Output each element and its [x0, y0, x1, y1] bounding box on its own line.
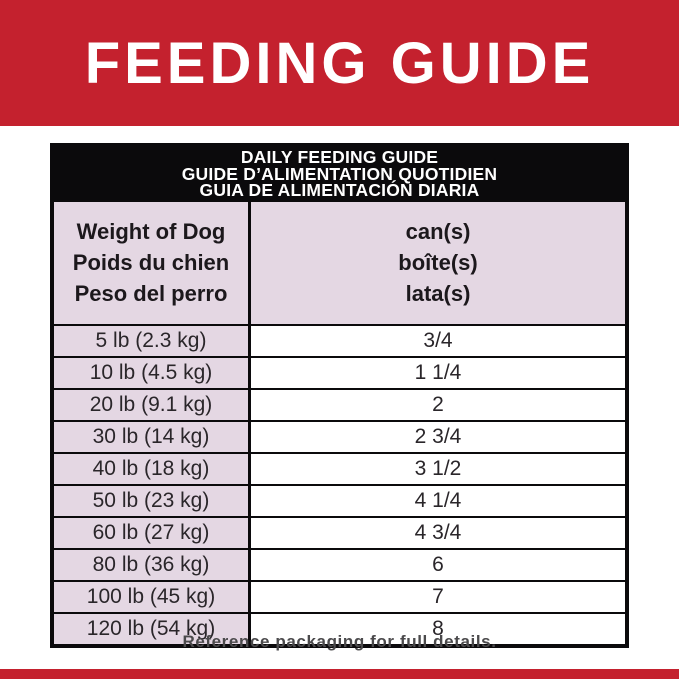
weight-header-en: Weight of Dog [76, 219, 226, 244]
table-row: 120 lb (54 kg) 8 [54, 611, 625, 644]
weight-cell: 5 lb (2.3 kg) [54, 325, 251, 356]
weight-cell: 10 lb (4.5 kg) [54, 357, 251, 388]
cans-cell: 3 1/2 [251, 453, 625, 484]
footer-note: Reference packaging for full details. [182, 632, 497, 651]
cans-cell: 4 1/4 [251, 485, 625, 516]
weight-cell: 80 lb (36 kg) [54, 549, 251, 580]
table-row: 50 lb (23 kg) 4 1/4 [54, 483, 625, 516]
table-row: 5 lb (2.3 kg) 3/4 [54, 323, 625, 356]
weight-cell: 30 lb (14 kg) [54, 421, 251, 452]
feeding-guide-banner: FEEDING GUIDE [0, 0, 679, 126]
cans-cell: 8 [251, 613, 625, 644]
cans-cell: 4 3/4 [251, 517, 625, 548]
cans-cell: 2 [251, 389, 625, 420]
weight-column-header: Weight of Dog Poids du chien Peso del pe… [54, 201, 251, 324]
table-row: 20 lb (9.1 kg) 2 [54, 387, 625, 420]
table-title-bar: DAILY FEEDING GUIDE GUIDE D’ALIMENTATION… [54, 147, 625, 202]
weight-cell: 100 lb (45 kg) [54, 581, 251, 612]
table-body: 5 lb (2.3 kg) 3/4 10 lb (4.5 kg) 1 1/4 2… [54, 323, 625, 644]
weight-header-fr: Poids du chien [72, 250, 230, 275]
daily-feeding-table: DAILY FEEDING GUIDE GUIDE D’ALIMENTATION… [50, 143, 629, 648]
cans-cell: 3/4 [251, 325, 625, 356]
weight-header-es: Peso del perro [74, 281, 228, 306]
weight-cell: 120 lb (54 kg) [54, 613, 251, 644]
table-row: 60 lb (27 kg) 4 3/4 [54, 515, 625, 548]
page-title: FEEDING GUIDE [84, 30, 595, 96]
cans-cell: 1 1/4 [251, 357, 625, 388]
weight-cell: 60 lb (27 kg) [54, 517, 251, 548]
cans-header-en: can(s) [405, 219, 471, 244]
cans-cell: 6 [251, 549, 625, 580]
table-header-row: Weight of Dog Poids du chien Peso del pe… [54, 201, 625, 324]
table-row: 10 lb (4.5 kg) 1 1/4 [54, 355, 625, 388]
table-title-es: GUIA DE ALIMENTACIÓN DIARIA [199, 180, 480, 200]
table-title-fr: GUIDE D’ALIMENTATION QUOTIDIEN [181, 163, 498, 184]
cans-cell: 2 3/4 [251, 421, 625, 452]
table-title-en: DAILY FEEDING GUIDE [240, 147, 439, 167]
weight-cell: 40 lb (18 kg) [54, 453, 251, 484]
table-row: 80 lb (36 kg) 6 [54, 547, 625, 580]
table-row: 40 lb (18 kg) 3 1/2 [54, 451, 625, 484]
table-row: 30 lb (14 kg) 2 3/4 [54, 419, 625, 452]
weight-cell: 50 lb (23 kg) [54, 485, 251, 516]
cans-header-fr: boîte(s) [398, 250, 478, 275]
bottom-red-strip [0, 669, 679, 679]
cans-column-header: can(s) boîte(s) lata(s) [251, 202, 625, 324]
cans-header-es: lata(s) [405, 281, 471, 306]
cans-cell: 7 [251, 581, 625, 612]
table-row: 100 lb (45 kg) 7 [54, 579, 625, 612]
weight-cell: 20 lb (9.1 kg) [54, 389, 251, 420]
